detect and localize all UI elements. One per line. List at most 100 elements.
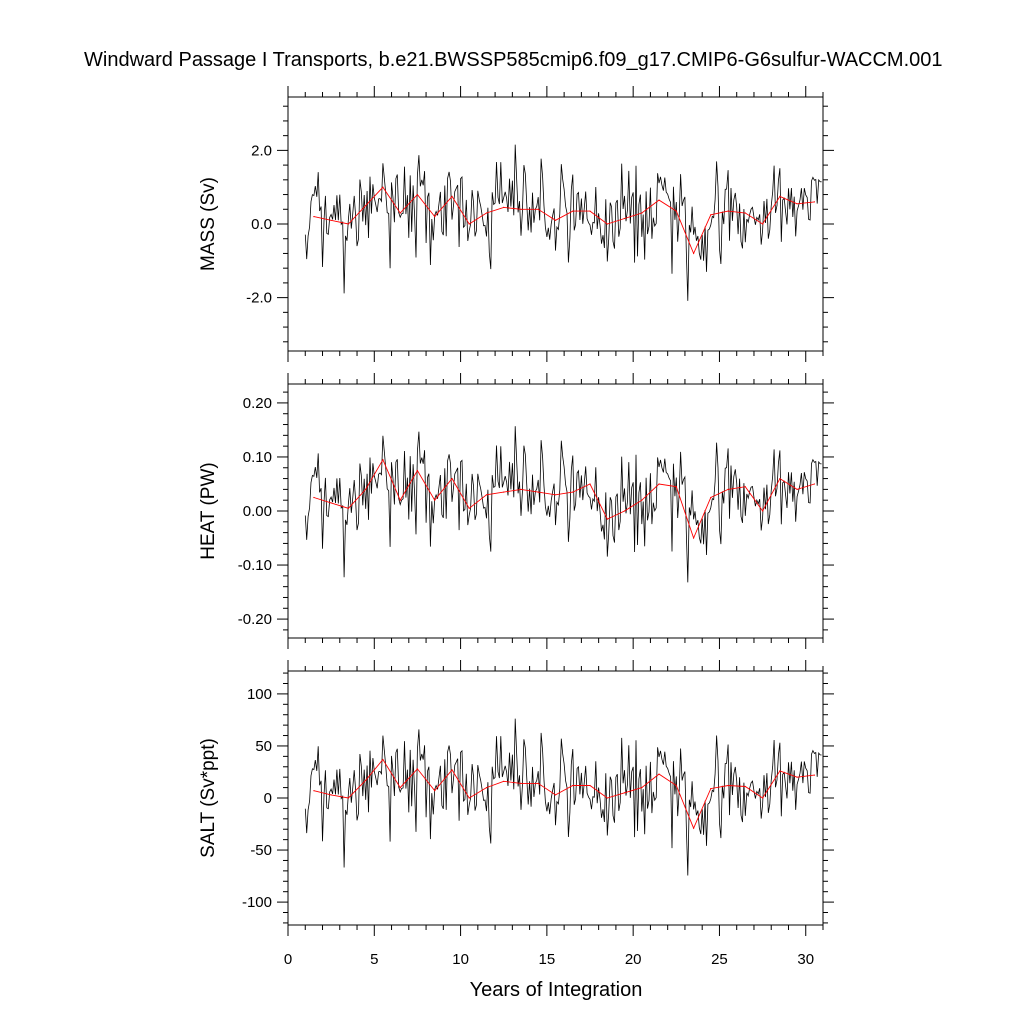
annual-mean-point xyxy=(382,758,384,761)
annual-mean-point xyxy=(710,788,712,790)
y-tick-label: 0.0 xyxy=(251,216,272,233)
annual-mean-point xyxy=(813,483,816,485)
annual-mean-point xyxy=(537,208,539,210)
annual-mean-point xyxy=(606,797,608,799)
annual-mean-point xyxy=(554,794,557,796)
y-axis-label: HEAT (PW) xyxy=(198,462,219,559)
annual-mean-point xyxy=(641,787,643,789)
y-tick-label: 100 xyxy=(247,686,272,703)
x-tick-label: 0 xyxy=(284,951,292,968)
annual-mean-point xyxy=(589,483,591,485)
annual-mean-point xyxy=(641,499,643,501)
annual-mean-point xyxy=(727,488,729,490)
annual-mean-point xyxy=(537,782,539,785)
y-tick-label: 0 xyxy=(264,790,272,807)
annual-mean-point xyxy=(554,219,557,221)
panel-2: 0.20 0.10 0.00 -0.10 -0.20 HEAT (PW) xyxy=(198,373,834,649)
annual-mean-point xyxy=(727,784,729,787)
annual-mean-point xyxy=(762,510,764,512)
annual-mean-point xyxy=(623,217,626,220)
annual-mean-point xyxy=(399,212,401,214)
annual-mean-point xyxy=(503,780,505,782)
y-tick-label: -0.20 xyxy=(238,611,272,628)
annual-mean-point xyxy=(813,774,816,776)
annual-mean-point xyxy=(399,787,401,789)
annual-mean-point xyxy=(330,219,332,221)
annual-mean-point xyxy=(623,510,626,512)
annual-mean-point xyxy=(589,210,591,212)
annual-mean-point xyxy=(693,827,695,829)
annual-mean-point xyxy=(347,223,349,225)
annual-mean-point xyxy=(382,186,384,188)
y-axis-label: SALT (Sv*ppt) xyxy=(198,738,219,858)
x-tick-label: 15 xyxy=(539,951,556,968)
annual-mean-point xyxy=(779,478,781,480)
annual-mean-point xyxy=(416,768,418,770)
annual-mean-point xyxy=(744,785,746,788)
annual-mean-point xyxy=(347,507,349,509)
annual-mean-point xyxy=(434,499,436,501)
panels: 2.0 0.0 -2.0 MASS (Sv) 0.20 0.10 0.00 -0.10 -0.2… xyxy=(198,86,834,968)
annual-mean-point xyxy=(382,459,384,461)
y-tick-label: 2.0 xyxy=(251,142,272,159)
annual-mean-point xyxy=(589,784,591,787)
annual-mean-point xyxy=(520,782,522,785)
annual-mean-point xyxy=(451,478,453,480)
annual-mean-point xyxy=(468,223,470,225)
monthly-series-line xyxy=(304,718,822,876)
annual-mean-point xyxy=(762,797,764,799)
annual-mean-point xyxy=(572,784,574,787)
annual-mean-line xyxy=(313,186,815,255)
annual-mean-point xyxy=(572,210,574,212)
annual-mean-point xyxy=(744,486,746,488)
y-tick-label: -50 xyxy=(250,842,272,859)
monthly-series-line xyxy=(304,426,822,583)
annual-mean-point xyxy=(365,205,367,207)
annual-mean-point xyxy=(485,212,488,214)
annual-mean-line xyxy=(313,758,815,830)
annual-mean-point xyxy=(658,773,660,775)
y-tick-label: 0.00 xyxy=(243,503,272,520)
x-axis-label: Years of Integration xyxy=(470,979,643,1001)
annual-mean-point xyxy=(451,195,453,197)
annual-mean-line xyxy=(313,458,815,540)
x-tick-label: 10 xyxy=(452,951,469,968)
annual-mean-point xyxy=(796,776,798,778)
annual-mean-point xyxy=(693,537,695,539)
annual-mean-point xyxy=(313,216,315,218)
annual-mean-point xyxy=(813,201,816,203)
annual-mean-point xyxy=(675,486,677,488)
annual-mean-point xyxy=(330,502,332,504)
annual-mean-point xyxy=(485,787,488,789)
annual-mean-point xyxy=(641,212,643,214)
annual-mean-point xyxy=(606,518,608,520)
annual-mean-point xyxy=(503,206,505,208)
annual-mean-point xyxy=(675,210,677,212)
annual-mean-point xyxy=(796,203,798,205)
annual-mean-point xyxy=(554,494,557,496)
x-tick-label: 5 xyxy=(370,951,378,968)
annual-mean-point xyxy=(503,491,505,493)
annual-mean-point xyxy=(520,208,522,210)
annual-mean-point xyxy=(623,792,626,794)
annual-mean-point xyxy=(693,252,695,254)
annual-mean-point xyxy=(744,212,746,214)
annual-mean-point xyxy=(727,210,729,212)
annual-mean-point xyxy=(313,496,315,499)
annual-mean-point xyxy=(485,494,488,496)
annual-mean-point xyxy=(520,488,522,490)
y-tick-label: 0.10 xyxy=(243,449,272,466)
annual-mean-point xyxy=(468,507,470,509)
annual-mean-point xyxy=(313,790,315,792)
y-tick-label: 0.20 xyxy=(243,395,272,412)
annual-mean-point xyxy=(537,491,539,493)
y-tick-label: -100 xyxy=(242,894,272,911)
annual-mean-point xyxy=(572,491,574,493)
annual-mean-point xyxy=(779,195,781,197)
monthly-series-line xyxy=(304,144,822,301)
annual-mean-point xyxy=(365,488,367,490)
x-tick-label: 30 xyxy=(797,951,814,968)
annual-mean-point xyxy=(658,199,660,201)
y-tick-label: -0.10 xyxy=(238,557,272,574)
annual-mean-point xyxy=(606,223,608,225)
